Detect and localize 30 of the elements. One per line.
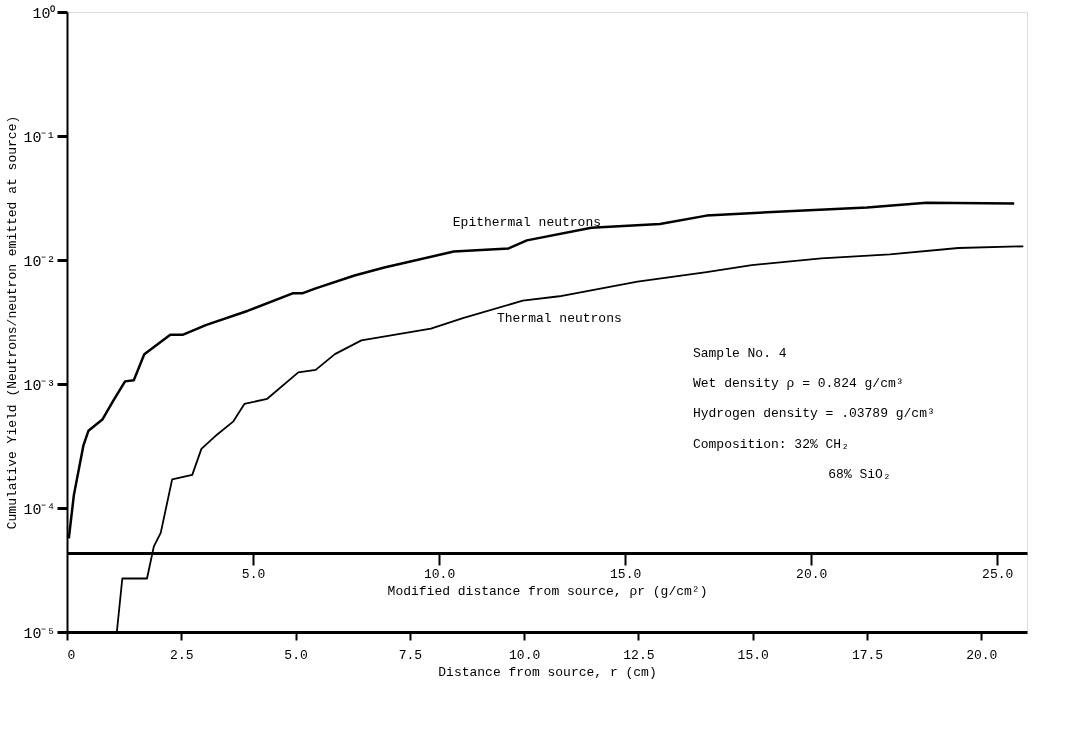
x-tick-label: 0 [67, 647, 76, 663]
annotation: 68% SiO₂ [828, 466, 891, 482]
y-tick-label: 10⁰ [32, 4, 56, 23]
x-tick-label: 15.0 [737, 647, 769, 663]
y-tick-label: 10⁻² [23, 253, 56, 271]
x-tick-label: 2.5 [170, 647, 194, 663]
y-tick-label: 10⁻¹ [23, 129, 56, 147]
x-tick-label: 10.0 [509, 647, 541, 663]
x-tick-label: 12.5 [623, 647, 655, 663]
x2-tick-label: 25.0 [982, 566, 1014, 582]
annotation: Hydrogen density = .03789 g/cm³ [692, 406, 935, 422]
y-tick-label: 10⁻⁵ [23, 625, 56, 643]
x-axis-title: Distance from source, r (cm) [438, 664, 657, 680]
series-label: Thermal neutrons [496, 311, 622, 327]
x-tick-label: 17.5 [851, 647, 884, 663]
x2-tick-label: 15.0 [610, 566, 642, 582]
annotation: Sample No. 4 [692, 346, 787, 361]
x-tick-label: 7.5 [398, 647, 423, 663]
x2-axis-title: Modified distance from source, ρr (g/cm²) [387, 583, 708, 599]
y-axis-title: Cumulative Yield (Neutrons/neutron emitted at source) [5, 115, 21, 530]
y-tick-label: 10⁻⁴ [23, 501, 56, 519]
annotation: Wet density ρ = 0.824 g/cm³ [692, 376, 904, 392]
x2-tick-label: 20.0 [796, 566, 828, 582]
y-tick-label: 10⁻³ [23, 377, 56, 395]
x-tick-label: 20.0 [966, 647, 998, 663]
x2-tick-label: 10.0 [423, 566, 456, 582]
x2-tick-label: 5.0 [241, 566, 266, 582]
x-tick-label: 5.0 [284, 647, 308, 663]
annotation: Composition: 32% CH₂ [692, 436, 849, 452]
series-label: Epithermal neutrons [452, 215, 601, 231]
